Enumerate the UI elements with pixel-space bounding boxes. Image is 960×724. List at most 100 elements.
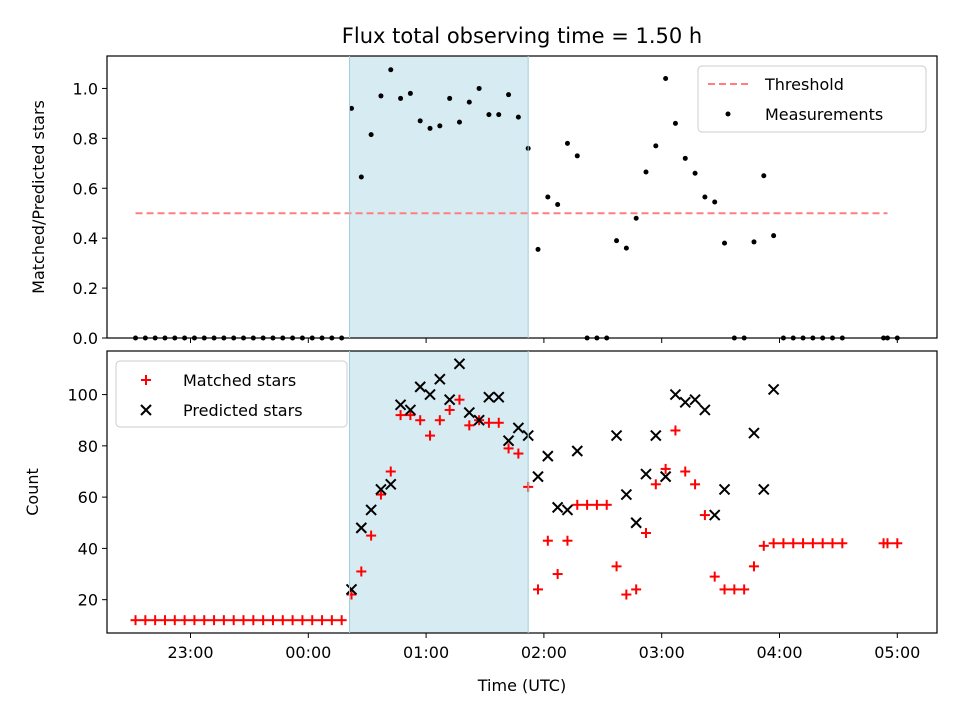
matched-star-point xyxy=(611,561,622,572)
legend-matched-label: Matched stars xyxy=(183,371,296,390)
matched-star-point xyxy=(748,561,759,572)
matched-star-point xyxy=(680,466,691,477)
matched-star-point xyxy=(179,615,190,626)
matched-star-point xyxy=(572,499,583,510)
matched-star-point xyxy=(326,615,337,626)
matched-star-point xyxy=(366,530,377,541)
predicted-star-point xyxy=(512,422,525,434)
bottom-axes-frame xyxy=(106,350,938,634)
x-tick-label: 00:00 xyxy=(285,643,331,662)
measurement-point xyxy=(623,245,629,251)
predicted-star-point xyxy=(571,445,583,457)
x-tick-label: 05:00 xyxy=(874,643,920,662)
matched-star-point xyxy=(699,510,710,521)
measurement-point xyxy=(515,114,521,120)
measurement-point xyxy=(653,143,659,149)
matched-star-point xyxy=(209,615,220,626)
y-tick-label: 0.4 xyxy=(73,229,98,248)
predicted-star-point xyxy=(345,583,358,596)
predicted-star-point xyxy=(669,388,682,401)
matched-star-point xyxy=(768,538,779,549)
legend-threshold-label: Threshold xyxy=(764,75,844,94)
top-y-ticks: 0.0 0.2 0.4 0.6 0.8 1.0 xyxy=(73,79,107,348)
matched-star-point xyxy=(882,538,893,549)
matched-star-point xyxy=(562,535,573,546)
matched-star-point xyxy=(267,615,278,626)
predicted-star-point xyxy=(385,478,397,491)
matched-star-point xyxy=(169,615,180,626)
matched-star-point xyxy=(660,463,671,474)
matched-star-point xyxy=(140,615,151,626)
predicted-star-point xyxy=(758,483,770,496)
bottom-x-ticks: 23:00 00:00 01:00 02:00 03:00 04:00 05:00 xyxy=(167,633,920,662)
legend-matched-swatch xyxy=(141,375,151,385)
matched-star-point xyxy=(415,415,426,426)
top-x-ticks xyxy=(190,338,898,343)
measurement-point xyxy=(378,93,384,99)
y-tick-label: 100 xyxy=(67,386,98,405)
measurement-point xyxy=(417,118,423,124)
matched-star-point xyxy=(892,538,903,549)
measurement-point xyxy=(564,140,570,146)
legend-measurements-label: Measurements xyxy=(765,105,883,124)
measurement-point xyxy=(751,239,757,245)
matched-star-point xyxy=(542,535,553,546)
measurement-point xyxy=(437,123,443,129)
matched-star-point xyxy=(405,410,416,421)
matched-star-point xyxy=(356,566,367,577)
predicted-star-point xyxy=(414,381,426,393)
measurement-point xyxy=(712,199,718,205)
matched-star-point xyxy=(287,615,298,626)
y-tick-label: 1.0 xyxy=(73,79,98,98)
bottom-legend: Matched stars Predicted stars xyxy=(115,360,348,428)
measurement-point xyxy=(407,90,413,96)
measurement-point xyxy=(535,246,541,252)
matched-star-point xyxy=(503,443,514,454)
measurement-point xyxy=(574,153,580,159)
predicted-star-point xyxy=(404,404,417,416)
y-tick-label: 0.6 xyxy=(73,179,98,198)
predicted-star-point xyxy=(502,435,515,447)
matched-star-point xyxy=(513,448,524,459)
matched-star-point xyxy=(425,430,436,441)
matched-star-point xyxy=(307,615,318,626)
y-tick-label: 0.0 xyxy=(73,329,98,348)
predicted-star-point xyxy=(767,383,780,396)
measurement-point xyxy=(633,215,639,221)
matched-star-point xyxy=(788,538,799,549)
matched-star-point xyxy=(552,569,563,580)
measurement-point xyxy=(771,233,777,239)
measurement-point xyxy=(476,85,482,91)
predicted-star-point xyxy=(532,470,544,483)
measurement-point xyxy=(486,112,492,118)
matched-star-point xyxy=(248,615,259,626)
matched-star-point xyxy=(218,615,229,626)
matched-star-point xyxy=(130,615,141,626)
measurement-point xyxy=(545,194,551,200)
matched-star-point xyxy=(591,499,602,510)
measurement-point xyxy=(672,120,678,126)
matched-star-point xyxy=(640,528,651,539)
predicted-star-point xyxy=(610,429,623,442)
predicted-star-point xyxy=(640,468,652,480)
y-tick-label: 20 xyxy=(78,591,98,610)
predicted-star-point xyxy=(365,504,377,516)
measurement-point xyxy=(456,119,462,125)
matched-star-point xyxy=(199,615,210,626)
measurement-point xyxy=(682,155,688,161)
measurement-point xyxy=(358,174,364,180)
observing-window-shade xyxy=(349,56,529,338)
x-tick-label: 04:00 xyxy=(756,643,802,662)
predicted-star-point xyxy=(375,483,387,496)
measurement-point xyxy=(466,99,472,105)
matched-star-point xyxy=(444,404,455,415)
predicted-star-point xyxy=(689,394,701,406)
bottom-legend-box xyxy=(115,360,348,428)
matched-star-point xyxy=(238,615,249,626)
matched-star-point xyxy=(159,615,170,626)
matched-star-point xyxy=(690,479,701,490)
matched-star-point xyxy=(631,584,642,595)
predicted-star-point xyxy=(424,388,436,401)
matched-star-point xyxy=(189,615,200,626)
matched-star-point xyxy=(758,540,769,551)
